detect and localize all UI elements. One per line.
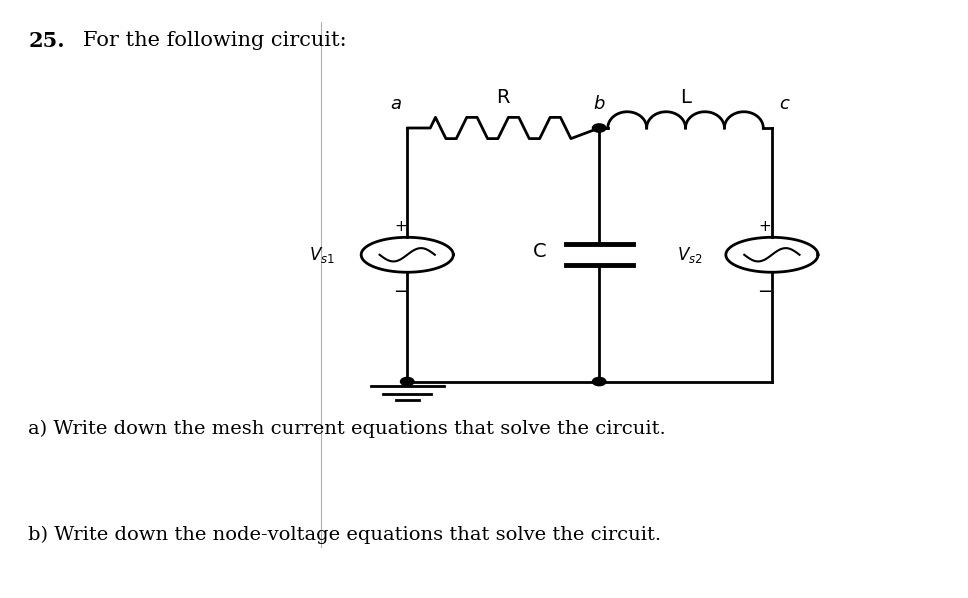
Text: C: C [532, 242, 546, 261]
Text: a) Write down the mesh current equations that solve the circuit.: a) Write down the mesh current equations… [28, 420, 666, 438]
Text: b) Write down the node-voltage equations that solve the circuit.: b) Write down the node-voltage equations… [28, 526, 661, 544]
Text: b: b [593, 95, 605, 113]
Text: a: a [390, 95, 401, 113]
Circle shape [592, 124, 606, 132]
Text: −: − [757, 283, 772, 301]
Text: +: + [759, 219, 771, 234]
Text: For the following circuit:: For the following circuit: [83, 30, 347, 50]
Text: R: R [497, 89, 510, 108]
Text: $V_{s2}$: $V_{s2}$ [678, 245, 703, 265]
Text: +: + [394, 219, 407, 234]
Text: −: − [393, 283, 408, 301]
Text: L: L [681, 89, 691, 108]
Text: 25.: 25. [28, 30, 65, 51]
Text: $V_{s1}$: $V_{s1}$ [310, 245, 335, 265]
Circle shape [592, 377, 606, 386]
Text: c: c [779, 95, 789, 113]
Circle shape [401, 377, 414, 386]
